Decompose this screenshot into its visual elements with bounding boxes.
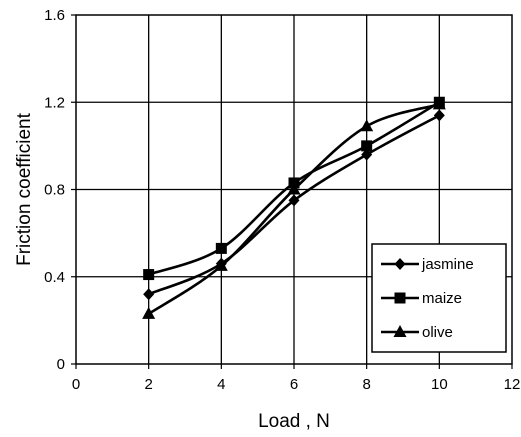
y-tick-label: 0.8: [44, 182, 65, 199]
x-axis-title: Load , N: [258, 411, 330, 432]
legend-item-maize: maize: [381, 290, 462, 307]
jasmine-point: [433, 109, 445, 122]
maize-point: [215, 242, 227, 254]
maize-point: [143, 269, 155, 281]
legend-marker-jasmine: [394, 258, 406, 270]
jasmine-point: [361, 148, 373, 161]
y-tick-label: 1.6: [44, 7, 65, 24]
legend-item-olive: olive: [381, 324, 453, 341]
y-axis-title: Friction coefficient: [14, 112, 35, 265]
x-tick-label: 8: [362, 376, 370, 393]
legend-label: olive: [422, 324, 453, 341]
series-olive: [142, 97, 446, 319]
x-tick-label: 4: [217, 376, 225, 393]
x-tick-label: 0: [72, 376, 80, 393]
legend-marker-olive: [393, 325, 407, 337]
legend-label: maize: [422, 290, 462, 307]
olive-point: [432, 97, 446, 110]
jasmine-point: [143, 288, 155, 301]
olive-point: [142, 306, 156, 319]
x-tick-label: 10: [431, 376, 448, 393]
olive-point: [287, 182, 301, 195]
jasmine-point: [288, 194, 300, 207]
legend-item-jasmine: jasmine: [381, 256, 474, 273]
x-tick-label: 12: [504, 376, 521, 393]
olive-point: [360, 119, 374, 132]
legend-items: jasmine maize olive: [381, 256, 474, 341]
olive-point: [214, 258, 228, 271]
data-series: [142, 96, 446, 319]
maize-point: [361, 140, 373, 152]
legend-label: jasmine: [421, 256, 474, 273]
y-tick-label: 0: [57, 356, 65, 373]
x-axis-ticks: 0 2 4 6 8 10 12: [72, 364, 521, 393]
x-tick-label: 2: [144, 376, 152, 393]
y-axis-ticks: 0 0.4 0.8 1.2 1.6: [44, 7, 76, 373]
y-tick-label: 1.2: [44, 94, 65, 111]
y-tick-label: 0.4: [44, 269, 65, 286]
legend: jasmine maize olive: [371, 243, 507, 353]
series-jasmine: [143, 109, 445, 301]
x-tick-label: 6: [290, 376, 298, 393]
legend-marker-maize: [394, 292, 406, 304]
